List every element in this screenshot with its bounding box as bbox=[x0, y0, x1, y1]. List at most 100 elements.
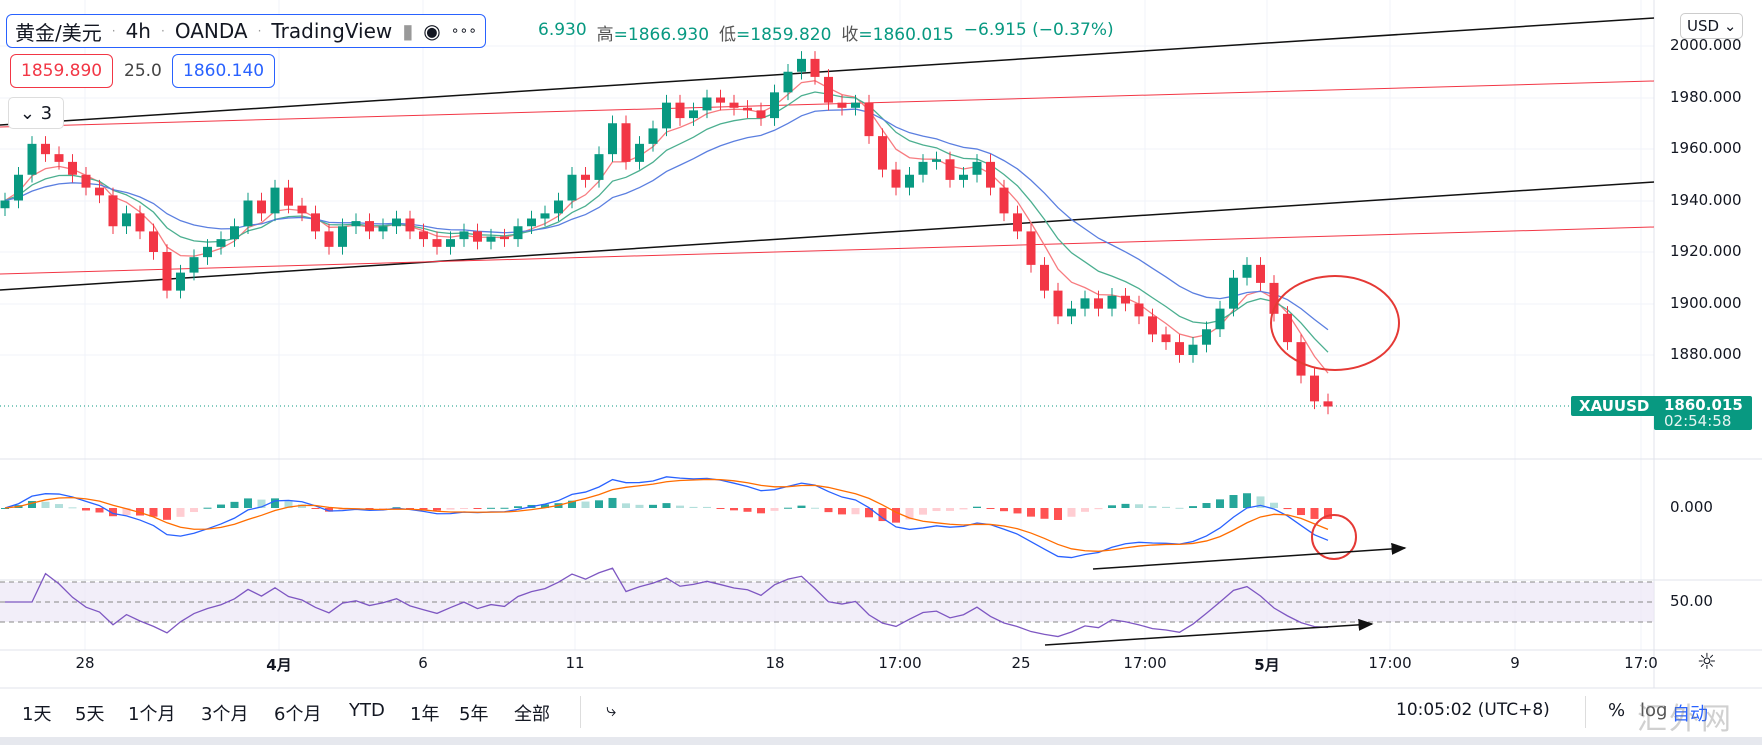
goto-date-icon[interactable]: ⤷ bbox=[606, 700, 617, 721]
macd-histogram-bar bbox=[1, 508, 9, 509]
candle bbox=[837, 102, 847, 108]
currency-select[interactable]: USD ⌄ bbox=[1680, 13, 1744, 39]
candle bbox=[756, 110, 766, 119]
macd-histogram-bar bbox=[271, 498, 279, 508]
macd-histogram-bar bbox=[1108, 505, 1116, 508]
candle bbox=[392, 218, 401, 227]
macd-line bbox=[4, 476, 1329, 559]
range-button[interactable]: 6个月 bbox=[274, 704, 322, 725]
flag-icon[interactable]: ▮ bbox=[402, 19, 414, 43]
symbol-name: 黄金/美元 bbox=[15, 20, 102, 45]
candle bbox=[351, 221, 361, 227]
candle bbox=[945, 159, 955, 180]
macd-histogram-bar bbox=[446, 508, 455, 510]
macd-histogram-bar bbox=[784, 507, 792, 509]
macd-histogram-bar bbox=[730, 508, 738, 511]
candle bbox=[797, 58, 806, 72]
candle bbox=[810, 58, 820, 77]
candle bbox=[324, 231, 334, 247]
macd-histogram-bar bbox=[568, 500, 576, 508]
symbol-legend[interactable]: 黄金/美元 · 4h · OANDA · TradingView ▮ ◉ ∘∘∘ bbox=[6, 14, 487, 48]
macd-histogram-bar bbox=[1027, 508, 1035, 517]
candle bbox=[1256, 264, 1265, 283]
highlight-circle bbox=[1311, 514, 1357, 560]
range-button[interactable]: 1天 bbox=[22, 704, 52, 725]
macd-histogram-bar bbox=[1135, 504, 1143, 508]
candle bbox=[1323, 401, 1333, 407]
settings-icon[interactable]: ☼ bbox=[1697, 650, 1717, 675]
divergence-arrow bbox=[1092, 542, 1407, 570]
macd-histogram-bar bbox=[662, 503, 671, 508]
macd-histogram-bar bbox=[1081, 508, 1089, 512]
time-tick: 6 bbox=[418, 654, 428, 672]
candle bbox=[513, 226, 523, 240]
macd-histogram-bar bbox=[1256, 496, 1265, 508]
close-label: 收 bbox=[841, 25, 859, 45]
range-button[interactable]: 5天 bbox=[75, 704, 105, 725]
macd-histogram-bar bbox=[298, 504, 306, 508]
auto-toggle[interactable]: 自动 bbox=[1672, 704, 1708, 725]
macd-histogram-bar bbox=[649, 504, 657, 508]
range-button[interactable]: YTD bbox=[349, 700, 385, 721]
percent-toggle[interactable]: % bbox=[1608, 700, 1626, 721]
candle bbox=[905, 174, 914, 188]
macd-histogram-bar bbox=[203, 507, 212, 509]
macd-histogram-bar bbox=[1175, 507, 1184, 509]
candle bbox=[257, 200, 266, 214]
candle bbox=[405, 218, 415, 232]
range-button[interactable]: 1年 bbox=[410, 704, 440, 725]
macd-histogram-bar bbox=[379, 508, 387, 509]
range-button[interactable]: 3个月 bbox=[201, 704, 249, 725]
buy-button[interactable]: 1860.140 bbox=[172, 54, 276, 88]
macd-histogram-bar bbox=[311, 508, 320, 509]
ohlc-readout: 6.930 高=1866.930 低=1859.820 收=1860.015 −… bbox=[538, 20, 1114, 45]
bar-countdown: 02:54:58 bbox=[1664, 412, 1732, 430]
currency-label: USD bbox=[1687, 17, 1720, 35]
candle bbox=[176, 272, 185, 291]
high-value: 1866.930 bbox=[627, 25, 710, 45]
time-tick: 5月 bbox=[1254, 656, 1280, 674]
candle bbox=[1013, 213, 1022, 232]
macd-histogram-bar bbox=[959, 508, 968, 510]
eye-icon[interactable]: ◉ bbox=[423, 19, 441, 43]
macd-histogram-bar bbox=[163, 508, 171, 520]
macd-histogram-bar bbox=[865, 508, 873, 518]
macd-histogram-bar bbox=[406, 508, 414, 509]
macd-histogram-bar bbox=[95, 508, 104, 513]
macd-histogram-bar bbox=[257, 499, 266, 508]
candle bbox=[635, 143, 644, 162]
candle bbox=[675, 102, 685, 119]
macd-histogram-bar bbox=[1040, 508, 1049, 519]
macd-histogram-bar bbox=[41, 501, 50, 508]
time-tick: 17:00 bbox=[878, 654, 922, 672]
macd-histogram-bar bbox=[136, 508, 144, 516]
indicators-toggle[interactable]: ⌄ 3 bbox=[8, 97, 64, 129]
log-toggle[interactable]: log bbox=[1640, 700, 1668, 721]
price-tick: 1980.000 bbox=[1670, 87, 1742, 106]
range-button[interactable]: 1个月 bbox=[128, 704, 176, 725]
candle bbox=[216, 239, 226, 247]
macd-histogram-bar bbox=[1162, 506, 1170, 508]
candle bbox=[702, 97, 712, 111]
macd-histogram-bar bbox=[55, 504, 63, 508]
range-button[interactable]: 全部 bbox=[514, 704, 550, 725]
price-tick: 1900.000 bbox=[1670, 293, 1742, 312]
macd-histogram-bar bbox=[1216, 499, 1224, 508]
macd-histogram-bar bbox=[1013, 508, 1022, 514]
candle bbox=[567, 174, 577, 201]
candle bbox=[297, 205, 307, 214]
candle bbox=[1242, 264, 1252, 278]
macd-histogram-bar bbox=[892, 508, 900, 523]
more-icon[interactable]: ∘∘∘ bbox=[450, 23, 478, 39]
time-tick: 11 bbox=[565, 654, 585, 672]
sell-button[interactable]: 1859.890 bbox=[10, 54, 114, 88]
macd-histogram-bar bbox=[82, 508, 90, 511]
clock: 10:05:02 (UTC+8) bbox=[1396, 700, 1550, 720]
range-button[interactable]: 5年 bbox=[459, 704, 489, 725]
macd-histogram-bar bbox=[851, 508, 860, 515]
candle bbox=[1107, 295, 1117, 309]
time-tick: 9 bbox=[1510, 654, 1520, 672]
candle bbox=[122, 213, 131, 227]
candle bbox=[932, 159, 941, 162]
